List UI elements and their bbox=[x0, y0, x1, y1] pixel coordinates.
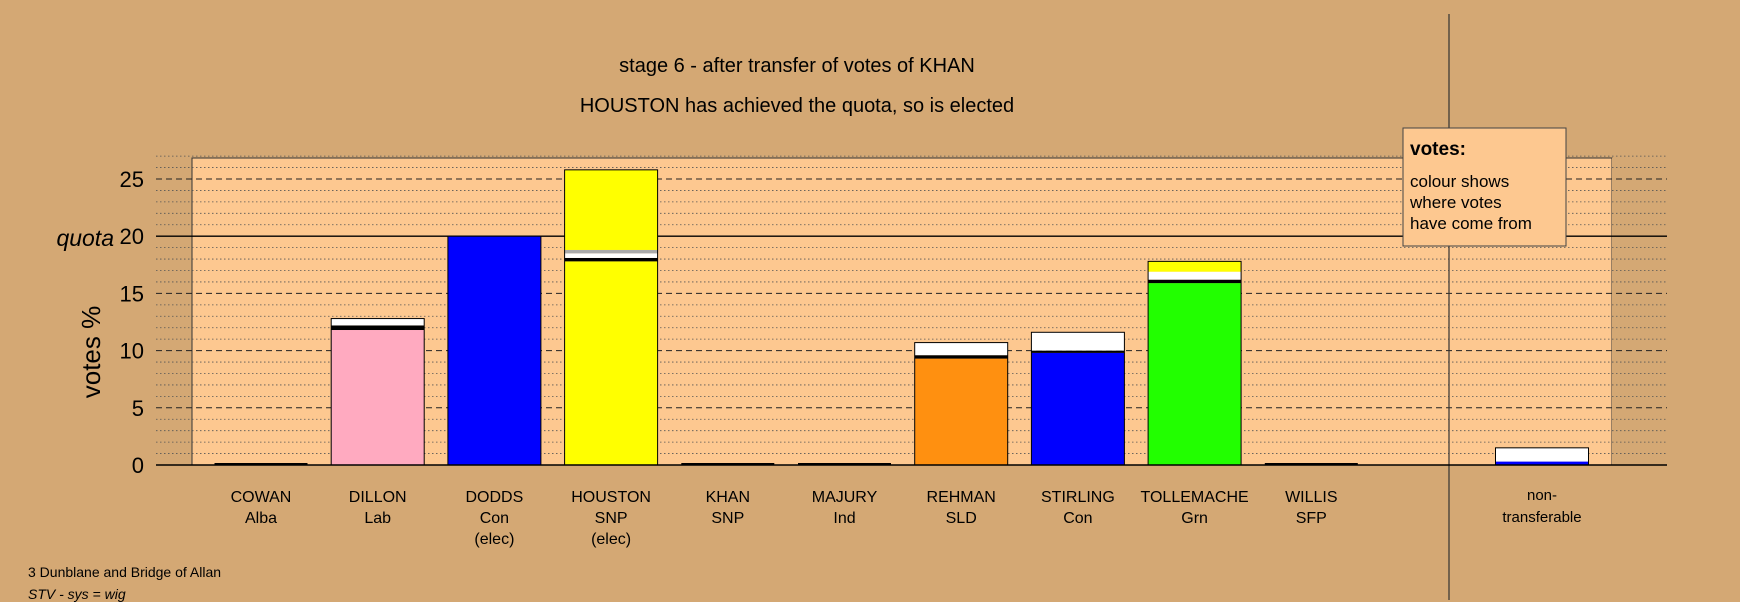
legend-title: votes: bbox=[1410, 139, 1466, 160]
y-axis-label: votes % bbox=[76, 306, 106, 399]
bar-dillon-bar-segment bbox=[331, 318, 425, 326]
bar-stirling-bar-segment bbox=[1031, 332, 1125, 351]
legend-line-1: colour shows bbox=[1410, 172, 1509, 191]
chart-title: stage 6 - after transfer of votes of KHA… bbox=[619, 55, 975, 77]
candidate-party-label: Con bbox=[480, 510, 509, 527]
footer-system: STV - sys = wig bbox=[28, 586, 126, 602]
candidate-party-label: Alba bbox=[245, 510, 277, 527]
plot-margin-right bbox=[1612, 158, 1667, 465]
y-tick-label: 15 bbox=[120, 281, 144, 306]
bar-houston-bar-segment bbox=[564, 257, 658, 262]
plot-area: 0 5 10 15 20 25 COWAN Alba DILLON Lab DODDS Con (ele… bbox=[120, 14, 1667, 600]
candidate-party-label: SNP bbox=[711, 510, 744, 527]
bar-dillon-bar-segment bbox=[331, 330, 425, 465]
bar-dillon-bar-segment bbox=[331, 325, 425, 331]
candidate-name-label: DODDS bbox=[466, 489, 524, 506]
bar-houston-bar-segment bbox=[564, 249, 658, 254]
nontransferable-label: transferable bbox=[1502, 509, 1581, 526]
bar-houston-bar-segment bbox=[564, 169, 658, 250]
candidate-name-label: REHMAN bbox=[927, 489, 996, 506]
bar-nontransferable-bar-segment bbox=[1495, 447, 1589, 462]
quota-label: quota bbox=[56, 225, 114, 251]
candidate-name-label: COWAN bbox=[231, 489, 292, 506]
candidate-name-label: STIRLING bbox=[1041, 489, 1115, 506]
candidate-name-label: KHAN bbox=[706, 489, 750, 506]
bar-tollemache-bar-segment bbox=[1148, 283, 1242, 465]
candidate-name-label: TOLLEMACHE bbox=[1141, 489, 1249, 506]
candidate-party-label: Con bbox=[1063, 510, 1092, 527]
candidate-status-label: (elec) bbox=[591, 531, 631, 548]
bar-rehman-bar-segment bbox=[914, 342, 1008, 356]
bar-tollemache-bar-segment bbox=[1148, 271, 1242, 280]
bar-tollemache-bar-segment bbox=[1148, 279, 1242, 284]
bar-stirling-bar-segment bbox=[1031, 350, 1125, 353]
y-tick-label: 5 bbox=[132, 396, 144, 421]
candidate-name-label: WILLIS bbox=[1285, 489, 1337, 506]
candidate-party-label: Grn bbox=[1181, 510, 1208, 527]
y-tick-label: 20 bbox=[120, 224, 144, 249]
y-tick-label: 10 bbox=[120, 339, 144, 364]
bar-houston-bar-segment bbox=[564, 253, 658, 258]
bar-nontransferable-bar-segment bbox=[1495, 461, 1589, 465]
candidate-party-label: SFP bbox=[1296, 510, 1327, 527]
y-tick-label: 25 bbox=[120, 167, 144, 192]
footer-constituency: 3 Dunblane and Bridge of Allan bbox=[28, 564, 222, 580]
candidate-party-label: SNP bbox=[595, 510, 628, 527]
bar-stirling-bar-segment bbox=[1031, 352, 1125, 465]
candidate-party-label: Ind bbox=[833, 510, 855, 527]
legend: votes: colour shows where votes have com… bbox=[1402, 127, 1567, 247]
bar-rehman-bar-segment bbox=[914, 358, 1008, 465]
candidate-name-label: DILLON bbox=[349, 489, 407, 506]
candidate-party-label: SLD bbox=[946, 510, 977, 527]
candidate-name-label: MAJURY bbox=[812, 489, 878, 506]
bar-rehman-bar-segment bbox=[914, 355, 1008, 359]
bar-tollemache-bar-segment bbox=[1148, 261, 1242, 272]
bar-houston-bar-segment bbox=[564, 261, 658, 465]
legend-line-2: where votes bbox=[1409, 193, 1502, 212]
plot-background bbox=[191, 157, 1613, 466]
nontransferable-label: non- bbox=[1527, 487, 1557, 504]
y-tick-label: 0 bbox=[132, 453, 144, 478]
candidate-party-label: Lab bbox=[364, 510, 391, 527]
candidate-name-label: HOUSTON bbox=[571, 489, 651, 506]
legend-line-3: have come from bbox=[1410, 214, 1532, 233]
candidate-status-label: (elec) bbox=[474, 531, 514, 548]
chart-subtitle: HOUSTON has achieved the quota, so is el… bbox=[580, 95, 1014, 117]
bar-dodds-bar-segment bbox=[447, 236, 541, 465]
